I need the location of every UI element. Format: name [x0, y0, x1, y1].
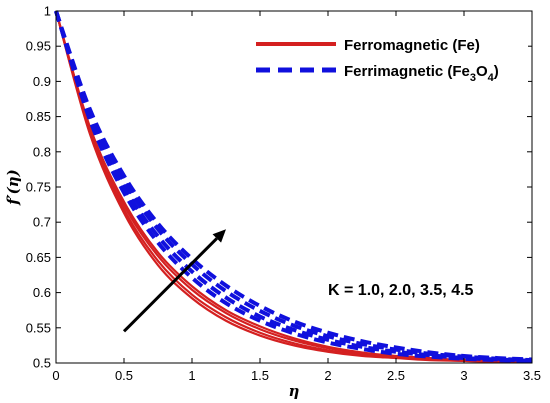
y-axis-label: f′(η): [4, 169, 22, 206]
x-tick-label-7: 3.5: [523, 368, 541, 383]
series-layer: [54, 10, 533, 364]
legend-ferrimagnetic-main: Ferrimagnetic (Fe: [344, 63, 470, 80]
y-tick-label-9: 0.95: [26, 39, 51, 54]
y-tick-label-0: 0.5: [33, 356, 51, 371]
tick-labels: 0 0.5 1 1.5 2 2.5 3 3.50.50.550.60.650.70.750.8…: [26, 4, 541, 384]
y-tick-label-10: 1: [44, 4, 51, 19]
y-tick-label-1: 0.55: [26, 320, 51, 335]
x-tick-label-4: 2: [324, 368, 331, 383]
legend-ferrimagnetic-close: ): [494, 63, 499, 80]
y-tick-label-7: 0.85: [26, 109, 51, 124]
x-tick-label-6: 3: [460, 368, 467, 383]
series-ferrimagnetic-k2: [54, 10, 533, 363]
y-tick-label-4: 0.7: [33, 215, 51, 230]
trend-arrow: [122, 229, 226, 333]
x-tick-label-3: 1.5: [251, 368, 269, 383]
x-tick-label-1: 0.5: [115, 368, 133, 383]
legend-label-ferrimagnetic: Ferrimagnetic (Fe3O4): [344, 63, 499, 84]
legend-ferrimagnetic-sub1: 3: [470, 72, 476, 84]
x-tick-label-2: 1: [188, 368, 195, 383]
legend-label-ferromagnetic: Ferromagnetic (Fe): [344, 37, 480, 54]
y-tick-label-3: 0.65: [26, 250, 51, 265]
y-tick-label-8: 0.9: [33, 74, 51, 89]
arrow-head: [212, 229, 226, 243]
series-ferrimagnetic-k4-5: [54, 10, 533, 362]
x-tick-label-5: 2.5: [387, 368, 405, 383]
legend: Ferromagnetic (Fe) Ferrimagnetic (Fe3O4): [246, 30, 528, 88]
series-ferrimagnetic-k1: [54, 10, 533, 363]
legend-ferrimagnetic-sub2: 4: [488, 72, 495, 84]
legend-ferrimagnetic-mid: O: [476, 63, 488, 80]
arrow-shaft: [122, 237, 218, 333]
x-axis-label: η: [289, 382, 300, 400]
x-tick-label-0: 0: [52, 368, 59, 383]
annotation-k-values: K = 1.0, 2.0, 3.5, 4.5: [328, 282, 474, 299]
legend-box: [246, 30, 528, 88]
y-tick-label-5: 0.75: [26, 180, 51, 195]
y-tick-label-6: 0.8: [33, 144, 51, 159]
y-tick-label-2: 0.6: [33, 285, 51, 300]
